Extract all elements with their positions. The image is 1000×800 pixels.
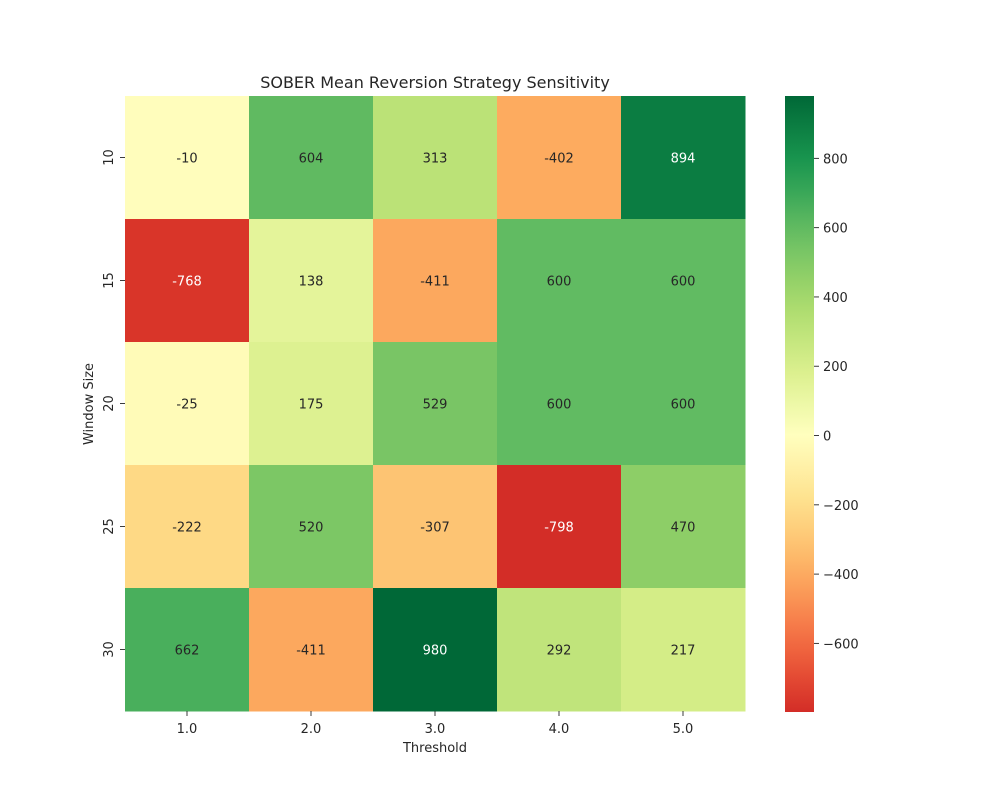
heatmap-cell bbox=[621, 588, 746, 712]
cell-value-label: -798 bbox=[544, 521, 574, 536]
colorbar-tick-label: −200 bbox=[823, 499, 859, 514]
x-tick-label: 5.0 bbox=[673, 722, 694, 737]
heatmap-cell bbox=[373, 465, 498, 589]
heatmap-cell bbox=[621, 96, 746, 220]
heatmap-cell bbox=[497, 465, 622, 589]
heatmap-cell bbox=[497, 96, 622, 220]
colorbar-gradient bbox=[785, 96, 814, 712]
x-axis-label: Threshold bbox=[402, 741, 467, 756]
heatmap-cell bbox=[249, 465, 374, 589]
heatmap-cell bbox=[249, 588, 374, 712]
cell-value-label: 292 bbox=[547, 644, 572, 659]
cell-value-label: 980 bbox=[423, 644, 448, 659]
cell-value-label: -402 bbox=[544, 152, 574, 167]
colorbar-tick-label: 600 bbox=[823, 222, 848, 237]
heatmap-cell bbox=[373, 219, 498, 343]
heatmap-cell bbox=[621, 219, 746, 343]
colorbar-tick-label: 800 bbox=[823, 152, 848, 167]
x-tick-label: 2.0 bbox=[301, 722, 322, 737]
cell-value-label: -411 bbox=[296, 644, 326, 659]
heatmap-cell bbox=[497, 342, 622, 466]
y-axis-label: Window Size bbox=[82, 363, 97, 445]
heatmap-cell bbox=[249, 96, 374, 220]
heatmap-cell bbox=[125, 96, 250, 220]
colorbar-tick-label: 400 bbox=[823, 291, 848, 306]
cell-value-label: 600 bbox=[547, 275, 572, 290]
colorbar-tick-label: −400 bbox=[823, 568, 859, 583]
x-axis: 1.0 2.0 3.0 4.0 5.0 bbox=[177, 711, 694, 737]
cell-value-label: 217 bbox=[671, 644, 696, 659]
cell-value-label: 529 bbox=[423, 398, 448, 413]
cell-value-label: 662 bbox=[175, 644, 200, 659]
cell-value-label: 600 bbox=[671, 275, 696, 290]
x-tick-label: 4.0 bbox=[549, 722, 570, 737]
heatmap-cell bbox=[373, 588, 498, 712]
colorbar-ticks: −600 −400 −200 0 200 400 600 800 bbox=[814, 152, 859, 652]
colorbar-tick-label: −600 bbox=[823, 637, 859, 652]
colorbar-tick-label: 200 bbox=[823, 360, 848, 375]
cell-value-label: 138 bbox=[299, 275, 324, 290]
y-tick-label: 10 bbox=[102, 149, 117, 166]
heatmap-cell bbox=[621, 342, 746, 466]
y-axis: 10 15 20 25 30 bbox=[102, 149, 125, 658]
heatmap-cell bbox=[373, 342, 498, 466]
y-tick-label: 30 bbox=[102, 641, 117, 658]
y-tick-label: 20 bbox=[102, 395, 117, 412]
cell-value-label: 894 bbox=[671, 152, 696, 167]
heatmap-cell bbox=[497, 219, 622, 343]
heatmap-cell bbox=[249, 342, 374, 466]
cell-value-label: 313 bbox=[423, 152, 448, 167]
cell-value-label: 520 bbox=[299, 521, 324, 536]
heatmap-cells bbox=[125, 96, 746, 712]
cell-value-label: 604 bbox=[299, 152, 324, 167]
cell-value-label: -768 bbox=[172, 275, 202, 290]
cell-value-label: -25 bbox=[176, 398, 197, 413]
chart-title: SOBER Mean Reversion Strategy Sensitivit… bbox=[260, 73, 610, 92]
y-tick-label: 25 bbox=[102, 518, 117, 535]
x-tick-label: 1.0 bbox=[177, 722, 198, 737]
cell-value-label: -411 bbox=[420, 275, 450, 290]
heatmap-cell bbox=[125, 588, 250, 712]
cell-value-label: 600 bbox=[547, 398, 572, 413]
y-tick-label: 15 bbox=[102, 272, 117, 289]
cell-value-label: 600 bbox=[671, 398, 696, 413]
cell-value-label: -10 bbox=[176, 152, 197, 167]
heatmap-cell bbox=[373, 96, 498, 220]
cell-value-label: -307 bbox=[420, 521, 450, 536]
cell-value-label: 470 bbox=[671, 521, 696, 536]
heatmap-cell bbox=[125, 219, 250, 343]
colorbar: −600 −400 −200 0 200 400 600 800 bbox=[785, 96, 859, 712]
cell-annotations: -10 604 313 -402 894 -768 138 -411 600 600 -25 175 5… bbox=[172, 152, 695, 659]
heatmap-cell bbox=[497, 588, 622, 712]
cell-value-label: 175 bbox=[299, 398, 324, 413]
cell-value-label: -222 bbox=[172, 521, 202, 536]
heatmap-cell bbox=[249, 219, 374, 343]
heatmap-cell bbox=[125, 342, 250, 466]
x-tick-label: 3.0 bbox=[425, 722, 446, 737]
colorbar-tick-label: 0 bbox=[823, 430, 831, 445]
heatmap-cell bbox=[125, 465, 250, 589]
heatmap-cell bbox=[621, 465, 746, 589]
